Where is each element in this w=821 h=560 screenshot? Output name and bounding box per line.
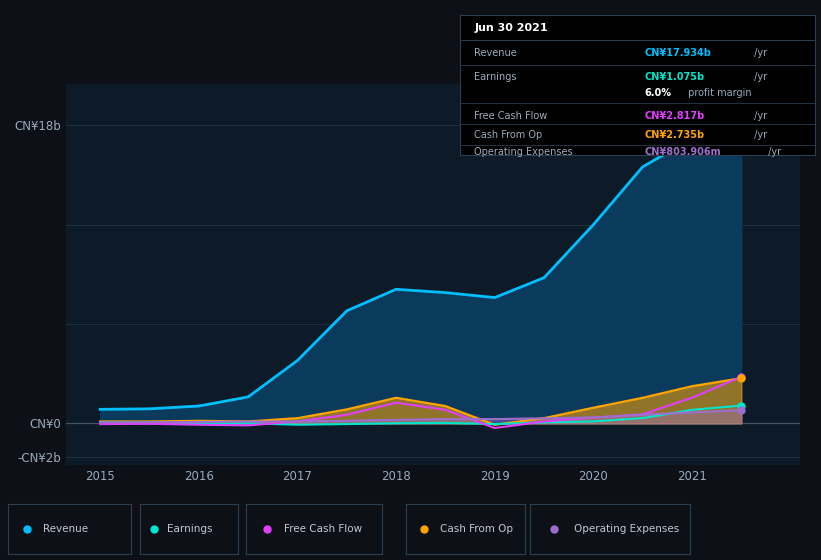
Text: /yr: /yr [751,48,768,58]
Text: /yr: /yr [751,72,768,82]
Text: /yr: /yr [765,147,782,157]
Text: /yr: /yr [751,130,768,139]
Text: CN¥1.075b: CN¥1.075b [644,72,704,82]
Text: Operating Expenses: Operating Expenses [475,147,573,157]
Text: Earnings: Earnings [167,524,213,534]
Text: Revenue: Revenue [43,524,88,534]
Text: CN¥2.735b: CN¥2.735b [644,130,704,139]
Text: Free Cash Flow: Free Cash Flow [475,111,548,121]
Text: Jun 30 2021: Jun 30 2021 [475,22,548,32]
Text: Cash From Op: Cash From Op [475,130,543,139]
Text: Revenue: Revenue [475,48,517,58]
Text: CN¥17.934b: CN¥17.934b [644,48,712,58]
Text: profit margin: profit margin [686,88,752,99]
Text: Free Cash Flow: Free Cash Flow [284,524,362,534]
Text: CN¥2.817b: CN¥2.817b [644,111,705,121]
Text: /yr: /yr [751,111,768,121]
Text: 6.0%: 6.0% [644,88,672,99]
Text: Operating Expenses: Operating Expenses [575,524,680,534]
Text: CN¥803.906m: CN¥803.906m [644,147,721,157]
Text: Earnings: Earnings [475,72,516,82]
Text: Cash From Op: Cash From Op [440,524,513,534]
